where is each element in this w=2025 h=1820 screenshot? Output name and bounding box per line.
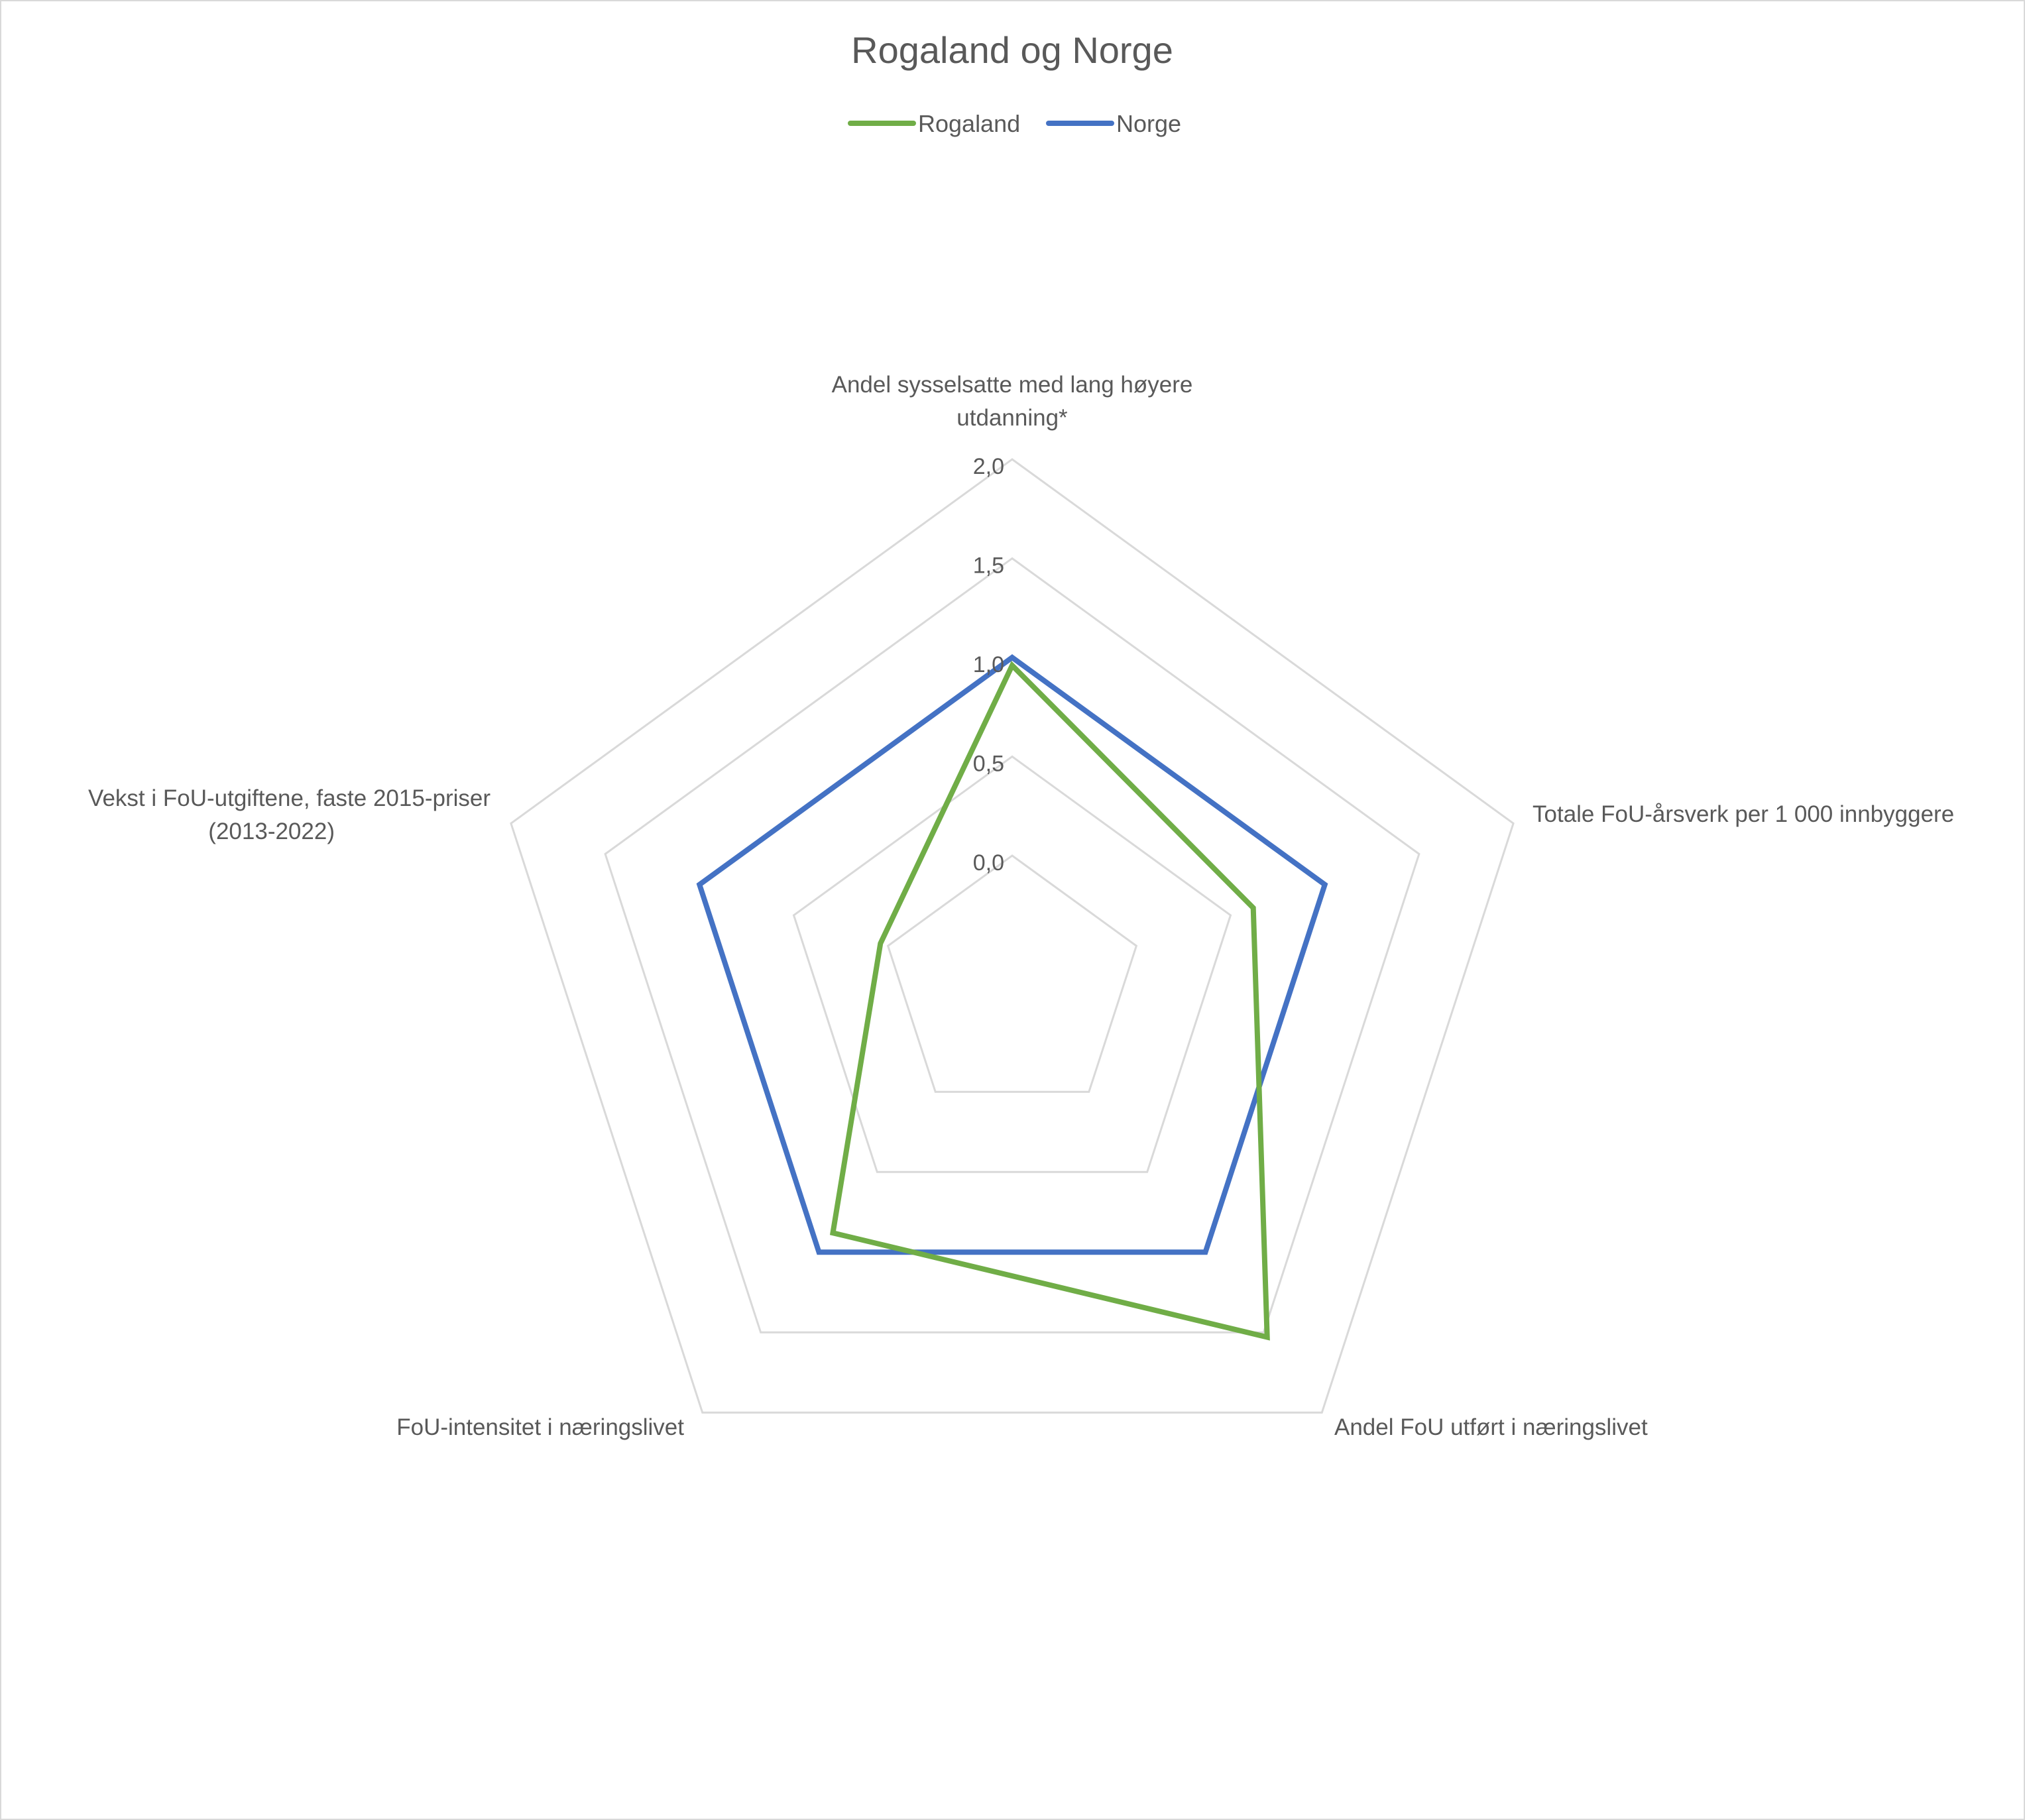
category-labels: Andel sysselsatte med lang høyere utdanni… [88,372,1954,1440]
category-label-1: Totale FoU-årsverk per 1 000 innbyggere [1533,801,1954,827]
grid-ring-2 [698,656,1326,1253]
tick-label-3: 1,5 [973,553,1004,579]
grid-ring-4 [510,458,1515,1414]
radial-axis-ticks: 0,0 0,5 1,0 1,5 2,0 [973,454,1004,876]
grid-ring-3 [604,557,1420,1334]
grid-ring-0 [886,854,1138,1093]
grid-ring-1 [792,755,1232,1173]
legend-label-norge: Norge [1116,110,1181,137]
tick-label-1: 0,5 [973,752,1004,777]
legend: Rogaland Norge [848,110,1181,137]
tick-label-2: 1,0 [973,652,1004,677]
tick-label-0: 0,0 [973,850,1004,876]
radar-grid [510,458,1515,1414]
category-label-3: FoU-intensitet i næringslivet [396,1414,684,1440]
legend-label-rogaland: Rogaland [918,110,1020,137]
series-line-rogaland [829,661,1270,1341]
tick-label-4: 2,0 [973,454,1004,479]
series-line-norge [696,654,1328,1255]
legend-item-rogaland[interactable]: Rogaland [848,110,1020,137]
category-label-2: Andel FoU utført i næringslivet [1334,1414,1648,1440]
radar-series [696,654,1328,1341]
legend-item-norge[interactable]: Norge [1046,110,1181,137]
category-label-4: Vekst i FoU-utgiftene, faste 2015-priser… [88,785,491,844]
chart-title: Rogaland og Norge [851,29,1173,71]
category-label-0: Andel sysselsatte med lang høyere utdanni… [832,372,1193,431]
